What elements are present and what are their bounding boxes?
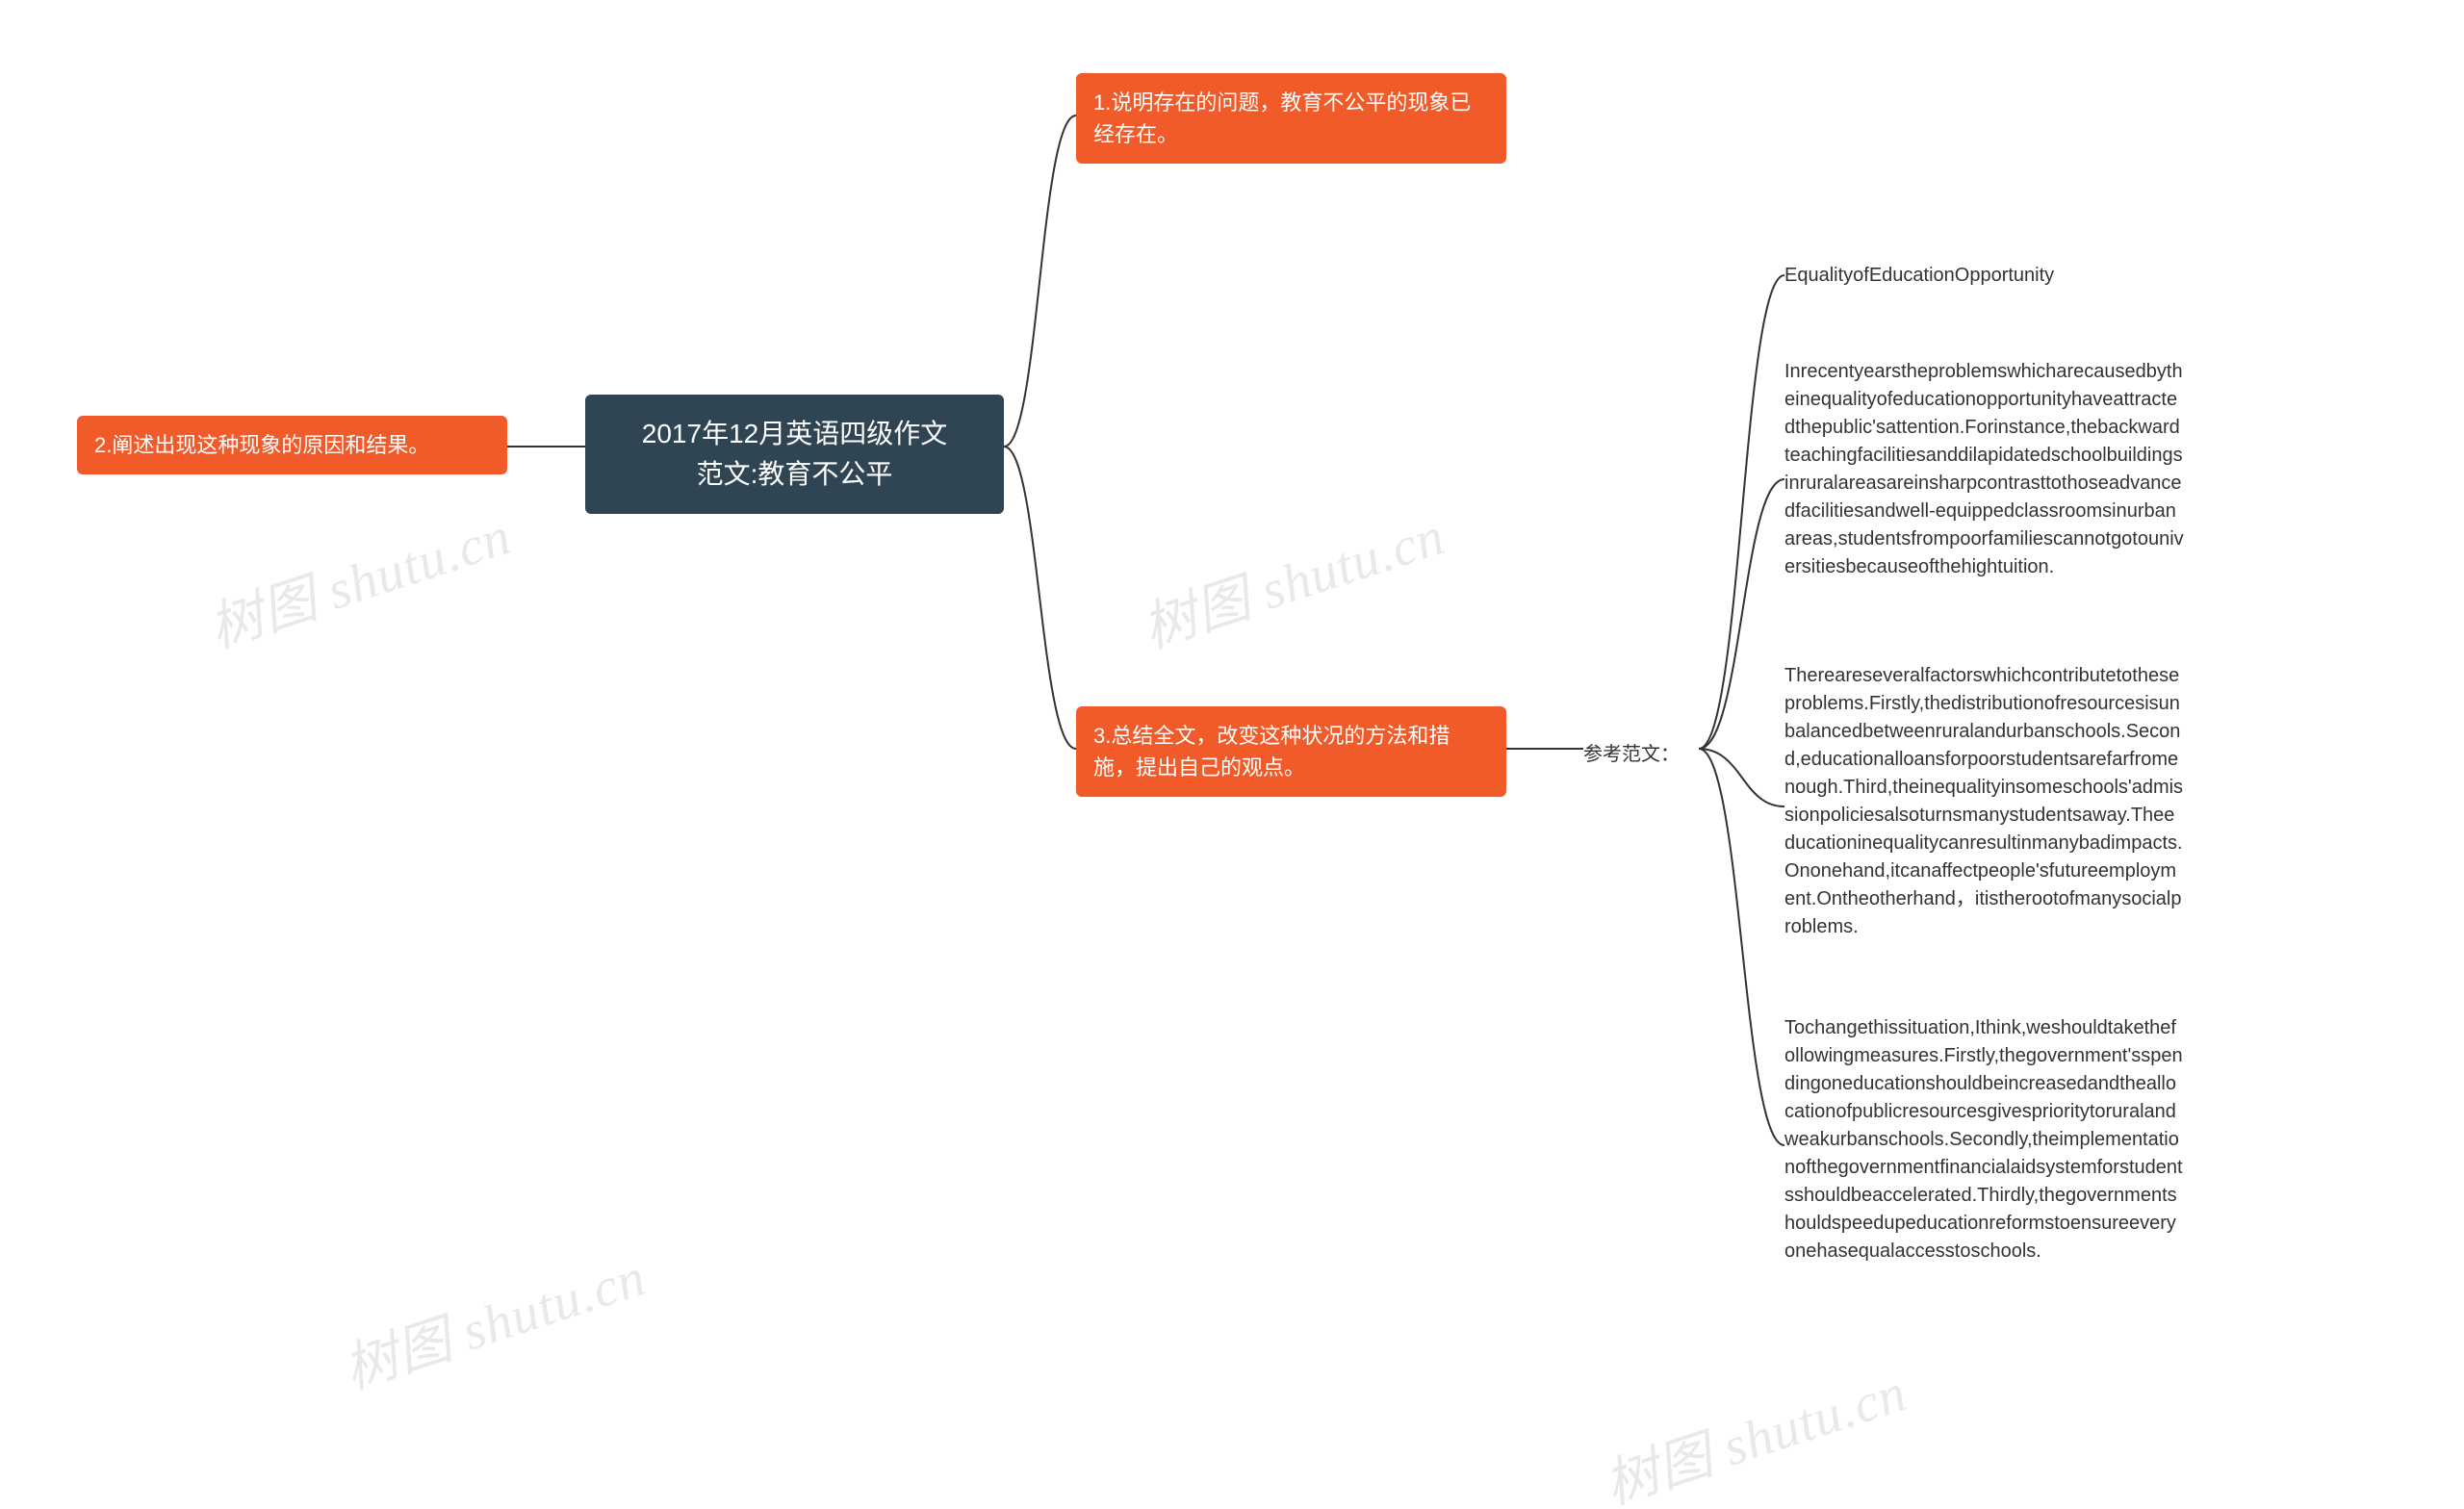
node-left-1-text: 2.阐述出现这种现象的原因和结果。 — [94, 433, 429, 457]
root-line2: 范文:教育不公平 — [610, 454, 979, 495]
watermark: 树图 shutu.cn — [197, 493, 519, 664]
node-right-1-text: 1.说明存在的问题，教育不公平的现象已经存在。 — [1093, 90, 1471, 146]
paragraph-3: Thereareseveralfactorswhichcontributetot… — [1784, 662, 2184, 941]
node-right-2-text: 3.总结全文，改变这种状况的方法和措施，提出自己的观点。 — [1093, 724, 1450, 780]
node-right-1[interactable]: 1.说明存在的问题，教育不公平的现象已经存在。 — [1076, 73, 1506, 164]
paragraph-4: Tochangethissituation,Ithink,weshouldtak… — [1784, 1014, 2184, 1266]
reference-label: 参考范文： — [1583, 740, 1680, 769]
node-left-1[interactable]: 2.阐述出现这种现象的原因和结果。 — [77, 416, 507, 474]
node-right-2[interactable]: 3.总结全文，改变这种状况的方法和措施，提出自己的观点。 — [1076, 706, 1506, 797]
watermark: 树图 shutu.cn — [332, 1234, 654, 1405]
paragraph-1: EqualityofEducationOpportunity — [1784, 262, 2184, 290]
watermark: 树图 shutu.cn — [1131, 493, 1452, 664]
paragraph-2: Inrecentyearstheproblemswhicharecausedby… — [1784, 358, 2184, 581]
root-line1: 2017年12月英语四级作文 — [610, 414, 979, 454]
root-node[interactable]: 2017年12月英语四级作文 范文:教育不公平 — [585, 395, 1004, 514]
watermark: 树图 shutu.cn — [1593, 1349, 1914, 1509]
